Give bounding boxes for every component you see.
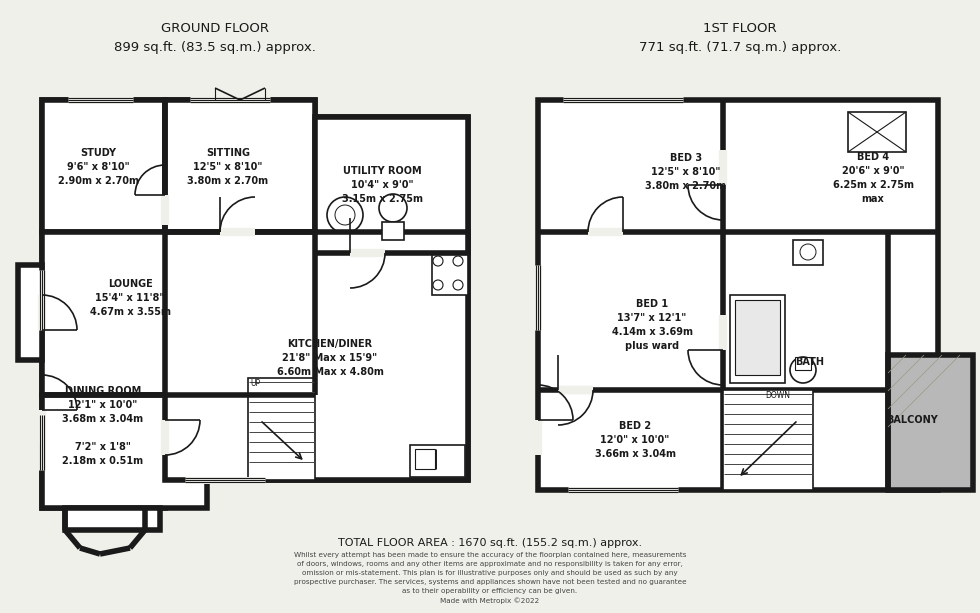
Bar bbox=[42, 100, 165, 232]
Text: BATH: BATH bbox=[796, 357, 824, 367]
Bar bbox=[65, 508, 160, 530]
Bar bbox=[165, 100, 315, 232]
Text: STUDY
9'6" x 8'10"
2.90m x 2.70m: STUDY 9'6" x 8'10" 2.90m x 2.70m bbox=[58, 148, 138, 186]
Bar bbox=[165, 232, 468, 480]
Text: 1ST FLOOR
771 sq.ft. (71.7 sq.m.) approx.: 1ST FLOOR 771 sq.ft. (71.7 sq.m.) approx… bbox=[639, 21, 841, 55]
Text: Whilst every attempt has been made to ensure the accuracy of the floorplan conta: Whilst every attempt has been made to en… bbox=[294, 552, 686, 604]
Bar bbox=[415, 449, 435, 469]
Text: LOUNGE
15'4" x 11'8"
4.67m x 3.55m: LOUNGE 15'4" x 11'8" 4.67m x 3.55m bbox=[89, 279, 171, 317]
Polygon shape bbox=[42, 100, 468, 508]
Bar bbox=[315, 253, 435, 378]
Bar bbox=[382, 222, 404, 240]
Bar bbox=[735, 300, 780, 375]
Bar bbox=[315, 117, 468, 253]
Polygon shape bbox=[538, 100, 938, 490]
Bar bbox=[432, 255, 468, 295]
Bar bbox=[723, 390, 813, 490]
Bar bbox=[42, 395, 207, 508]
Bar bbox=[793, 240, 823, 265]
Text: UP: UP bbox=[250, 378, 260, 387]
Text: KITCHEN/DINER
21'8" Max x 15'9"
6.60m Max x 4.80m: KITCHEN/DINER 21'8" Max x 15'9" 6.60m Ma… bbox=[276, 339, 383, 377]
Bar bbox=[848, 112, 906, 152]
Bar bbox=[888, 355, 973, 490]
Text: BED 2
12'0" x 10'0"
3.66m x 3.04m: BED 2 12'0" x 10'0" 3.66m x 3.04m bbox=[595, 421, 675, 459]
Bar bbox=[410, 445, 465, 477]
Text: UTILITY ROOM
10'4" x 9'0"
3.15m x 2.75m: UTILITY ROOM 10'4" x 9'0" 3.15m x 2.75m bbox=[341, 166, 422, 204]
Text: DINING ROOM
12'1" x 10'0"
3.68m x 3.04m

7'2" x 1'8"
2.18m x 0.51m: DINING ROOM 12'1" x 10'0" 3.68m x 3.04m … bbox=[63, 386, 143, 466]
Bar bbox=[795, 357, 811, 370]
Text: GROUND FLOOR
899 sq.ft. (83.5 sq.m.) approx.: GROUND FLOOR 899 sq.ft. (83.5 sq.m.) app… bbox=[114, 21, 316, 55]
Text: SITTING
12'5" x 8'10"
3.80m x 2.70m: SITTING 12'5" x 8'10" 3.80m x 2.70m bbox=[187, 148, 269, 186]
Text: BED 4
20'6" x 9'0"
6.25m x 2.75m
max: BED 4 20'6" x 9'0" 6.25m x 2.75m max bbox=[832, 152, 913, 204]
Bar bbox=[248, 378, 315, 480]
Text: BALCONY: BALCONY bbox=[886, 415, 938, 425]
Bar bbox=[18, 265, 42, 360]
Text: DOWN: DOWN bbox=[765, 392, 791, 400]
Bar bbox=[730, 295, 785, 383]
Text: BED 1
13'7" x 12'1"
4.14m x 3.69m
plus ward: BED 1 13'7" x 12'1" 4.14m x 3.69m plus w… bbox=[612, 299, 693, 351]
Bar bbox=[42, 232, 315, 395]
Text: TOTAL FLOOR AREA : 1670 sq.ft. (155.2 sq.m.) approx.: TOTAL FLOOR AREA : 1670 sq.ft. (155.2 sq… bbox=[338, 538, 642, 548]
Text: BED 3
12'5" x 8'10"
3.80m x 2.70m: BED 3 12'5" x 8'10" 3.80m x 2.70m bbox=[646, 153, 726, 191]
